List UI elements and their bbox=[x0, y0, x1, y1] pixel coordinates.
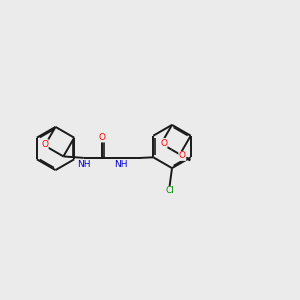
Text: O: O bbox=[179, 152, 186, 160]
Text: Cl: Cl bbox=[165, 186, 174, 195]
Text: O: O bbox=[41, 140, 48, 148]
Text: O: O bbox=[160, 139, 167, 148]
Text: NH: NH bbox=[77, 160, 91, 169]
Text: NH: NH bbox=[114, 160, 128, 169]
Text: O: O bbox=[99, 133, 106, 142]
